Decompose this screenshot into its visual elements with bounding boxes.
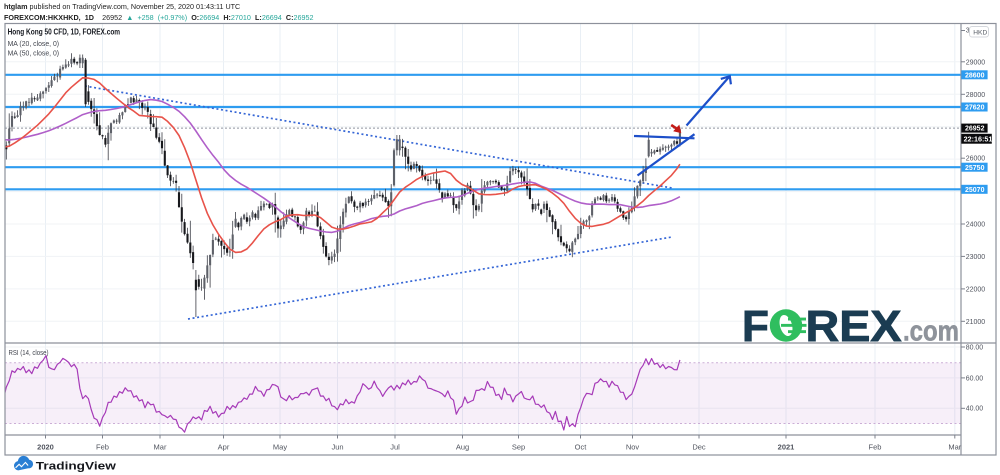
svg-text:MA (20, close, 0): MA (20, close, 0): [8, 39, 60, 48]
svg-text:Dec: Dec: [692, 442, 706, 451]
svg-text:TradingView: TradingView: [36, 461, 116, 473]
svg-text:22000: 22000: [966, 286, 986, 293]
svg-text:Nov: Nov: [626, 442, 640, 451]
svg-text:2020: 2020: [37, 442, 54, 451]
svg-text:25070: 25070: [965, 187, 985, 194]
svg-text:HKD: HKD: [973, 30, 987, 37]
svg-text:Hong Kong 50 CFD, 1D, FOREX.co: Hong Kong 50 CFD, 1D, FOREX.com: [8, 28, 121, 37]
svg-text:Feb: Feb: [96, 442, 109, 451]
svg-text:Jun: Jun: [331, 442, 343, 451]
svg-text:Aug: Aug: [456, 442, 469, 451]
svg-text:23000: 23000: [966, 254, 986, 261]
svg-text:MA (50, close, 0): MA (50, close, 0): [8, 49, 60, 58]
svg-text:28600: 28600: [965, 72, 985, 79]
svg-text:26000: 26000: [966, 156, 986, 163]
svg-text:May: May: [273, 442, 287, 451]
svg-text:21000: 21000: [966, 319, 986, 326]
svg-text:Apr: Apr: [218, 442, 230, 451]
svg-text:28000: 28000: [966, 92, 986, 99]
svg-text:RSI (14, close): RSI (14, close): [9, 348, 49, 357]
svg-text:2021: 2021: [778, 442, 795, 451]
svg-text:24000: 24000: [966, 222, 986, 229]
svg-text:3: 3: [966, 27, 970, 34]
svg-text:Jul: Jul: [390, 442, 400, 451]
svg-text:60.00: 60.00: [966, 375, 984, 382]
svg-text:27620: 27620: [965, 105, 985, 112]
svg-text:40.00: 40.00: [966, 406, 984, 413]
svg-text:22:16:51: 22:16:51: [964, 134, 993, 143]
svg-text:Oct: Oct: [575, 442, 588, 451]
svg-text:Sep: Sep: [512, 442, 525, 451]
svg-text:25750: 25750: [965, 165, 985, 172]
svg-text:Mar: Mar: [948, 442, 961, 451]
svg-text:26952: 26952: [965, 126, 985, 133]
svg-text:Mar: Mar: [154, 442, 167, 451]
svg-text:80.00: 80.00: [966, 344, 984, 351]
svg-text:.com: .com: [903, 316, 959, 348]
svg-text:Feb: Feb: [869, 442, 882, 451]
svg-text:29000: 29000: [966, 59, 986, 66]
